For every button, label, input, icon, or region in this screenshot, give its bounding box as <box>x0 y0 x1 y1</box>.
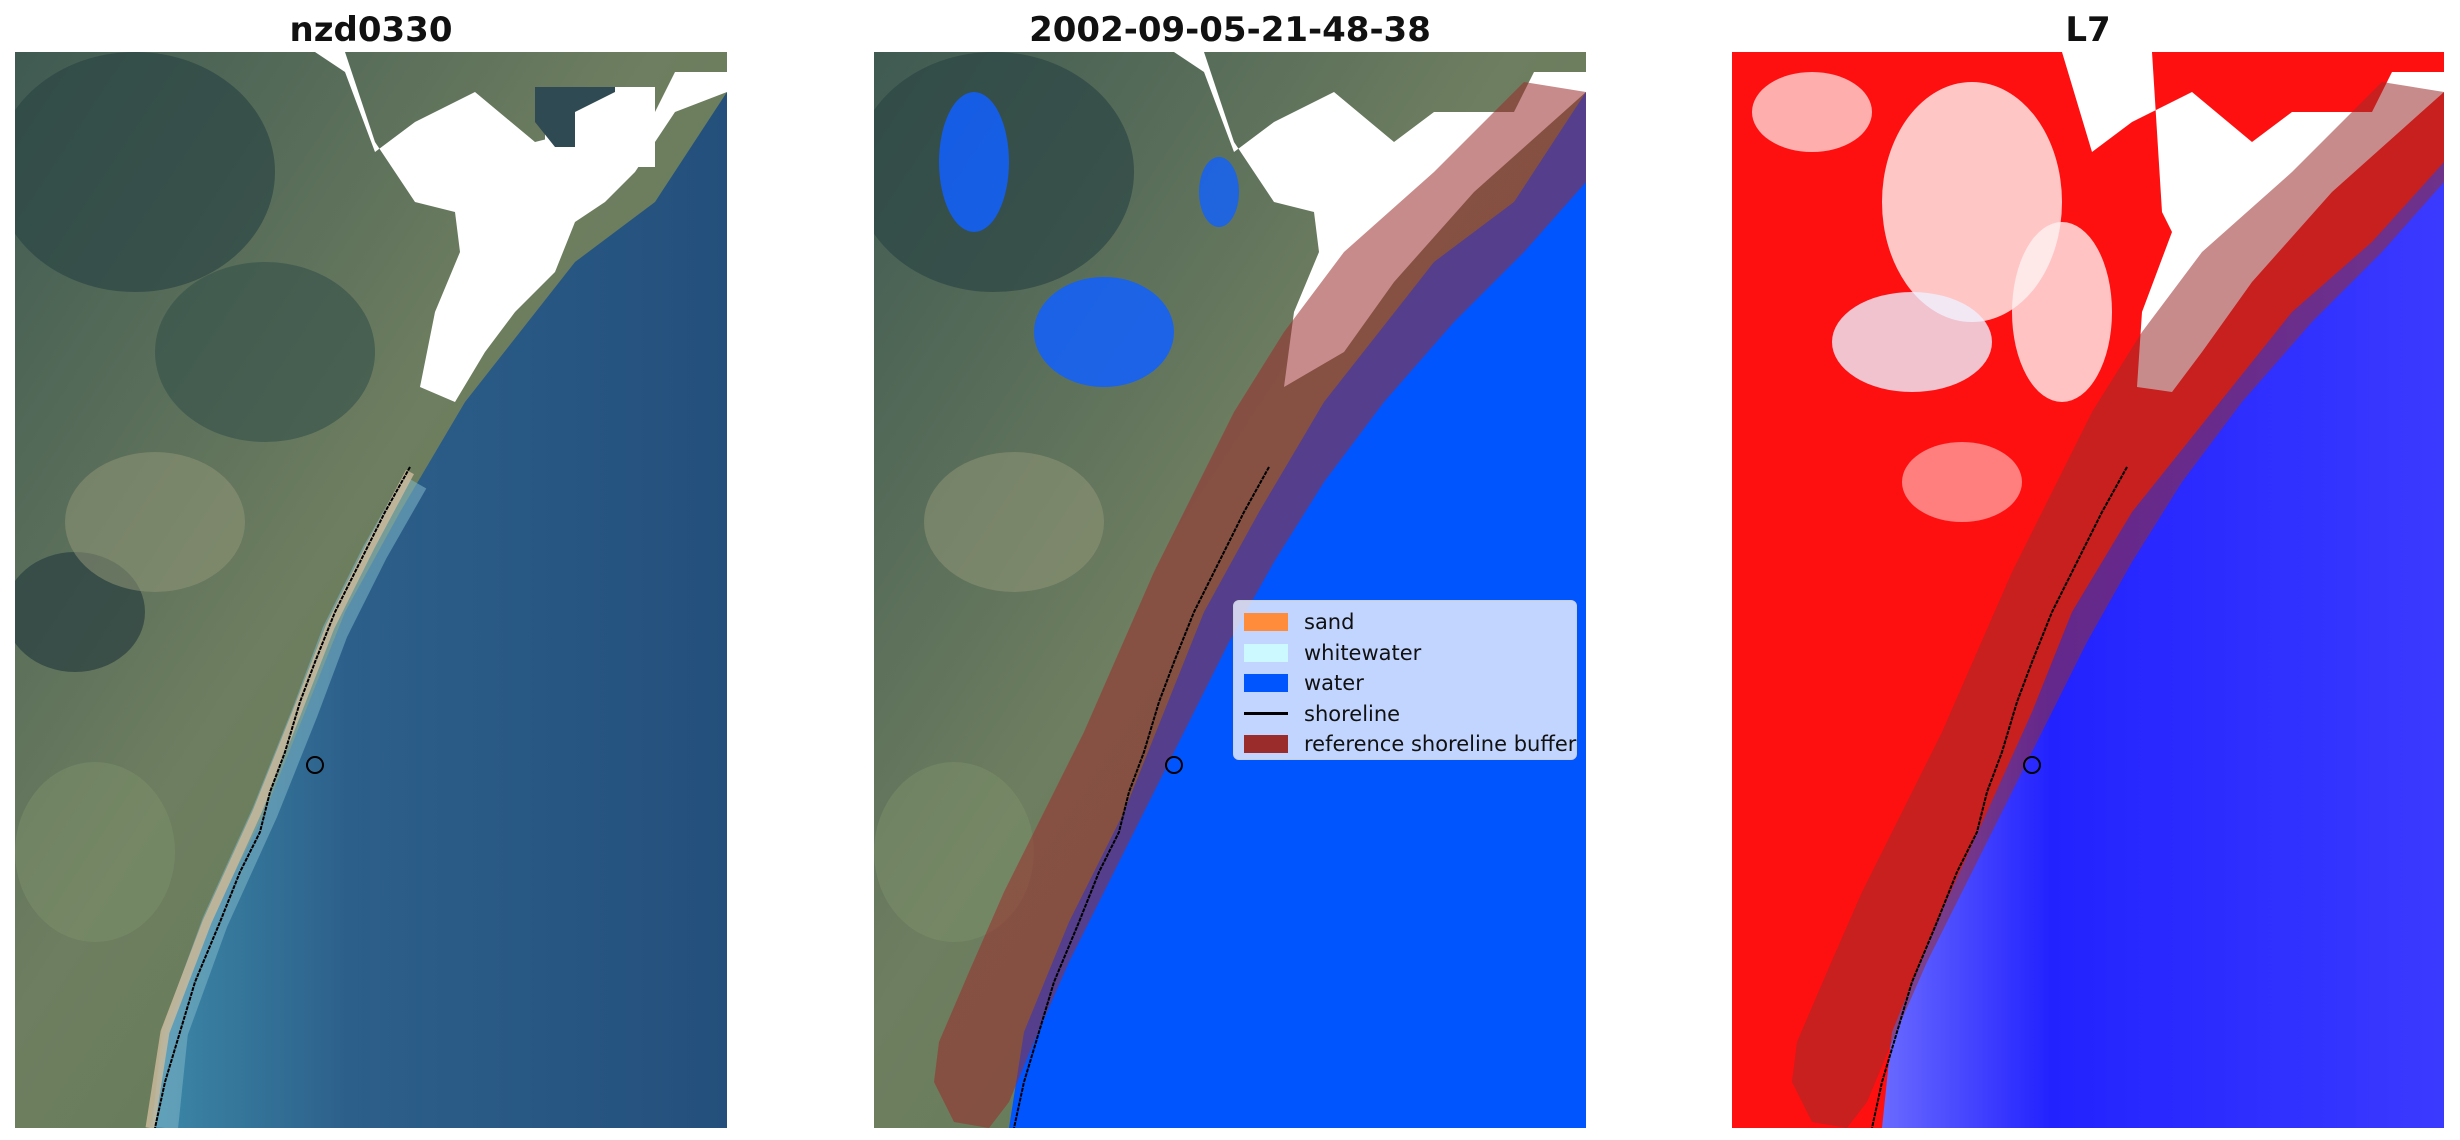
shoreline-line <box>1871 466 2128 1128</box>
index-light-patch <box>1882 82 2062 322</box>
legend-swatch-whitewater <box>1244 643 1288 662</box>
reference-shoreline-buffer <box>1792 82 2444 1128</box>
legend-label: sand <box>1304 610 1355 635</box>
legend-line-shoreline <box>1244 712 1288 716</box>
pasture-patch <box>15 762 175 942</box>
rgb-image-panel <box>15 52 727 1128</box>
panel-title-index: L7 <box>2065 10 2111 50</box>
forest-patch <box>15 52 275 292</box>
index-image-panel <box>1732 52 2444 1128</box>
rock-outline <box>1165 756 1183 774</box>
legend-item-shoreline: shoreline <box>1244 699 1566 730</box>
sea-area <box>150 92 727 1128</box>
legend-item-sand: sand <box>1244 607 1566 638</box>
no-data-mask <box>1064 52 1586 387</box>
inland-water-cluster <box>1034 277 1174 387</box>
legend-label: shoreline <box>1304 701 1401 726</box>
pasture-patch <box>65 452 245 592</box>
pasture-patch <box>924 452 1104 592</box>
rock-outline <box>2023 756 2041 774</box>
classified-image-panel <box>874 52 1586 1128</box>
reference-shoreline-buffer <box>934 82 1586 1128</box>
pasture-patch <box>874 762 1034 942</box>
legend-label: reference shoreline buffer <box>1304 732 1577 757</box>
index-light-patch <box>1902 442 2022 522</box>
legend-label: whitewater <box>1304 640 1422 665</box>
panel-title-classified: 2002-09-05-21-48-38 <box>1029 10 1431 50</box>
inland-water-cluster <box>939 92 1009 232</box>
inland-water-cluster <box>1199 157 1239 227</box>
beach-strip <box>145 469 414 1128</box>
legend-swatch-buffer <box>1244 735 1288 754</box>
index-light-patch <box>1752 72 1872 152</box>
legend-item-water: water <box>1244 668 1566 699</box>
legend-swatch-water <box>1244 674 1288 693</box>
panel-title-rgb: nzd0330 <box>289 10 453 50</box>
legend-item-whitewater: whitewater <box>1244 638 1566 669</box>
index-light-patch <box>2012 222 2112 402</box>
legend-label: water <box>1304 671 1364 696</box>
forest-patch <box>155 262 375 442</box>
index-light-patch <box>1832 292 1992 392</box>
island-patch <box>535 87 615 147</box>
shoreline-line <box>1013 466 1270 1128</box>
legend-swatch-sand <box>1244 613 1288 632</box>
map-legend: sand whitewater water shoreline referenc… <box>1233 600 1577 760</box>
legend-item-buffer: reference shoreline buffer <box>1244 729 1576 760</box>
water-index <box>1882 162 2444 1128</box>
surf-band <box>152 475 427 1128</box>
rock-outline <box>306 756 324 774</box>
shoreline-line <box>154 466 411 1128</box>
